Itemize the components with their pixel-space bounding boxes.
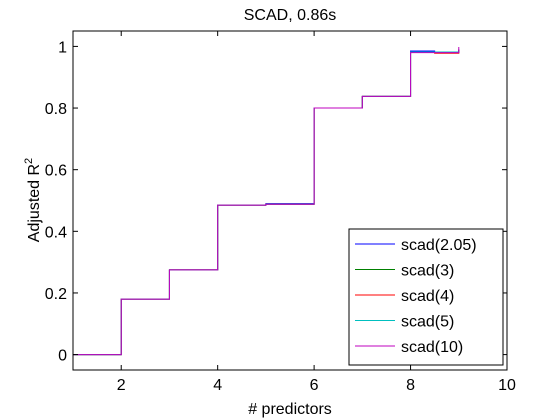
y-tick-label: 0.8 bbox=[45, 101, 67, 118]
x-tick-label: 2 bbox=[117, 377, 126, 394]
legend-label: scad(3) bbox=[401, 263, 454, 280]
y-tick-label: 1 bbox=[58, 39, 67, 56]
y-tick-label: 0.4 bbox=[45, 224, 67, 241]
legend-label: scad(10) bbox=[401, 339, 463, 356]
y-tick-label: 0.6 bbox=[45, 163, 67, 180]
x-tick-label: 6 bbox=[310, 377, 319, 394]
series-line-4 bbox=[73, 47, 460, 356]
x-axis-label: # predictors bbox=[248, 401, 332, 418]
axes-box bbox=[72, 30, 508, 371]
y-axis-label: Adjusted R2 bbox=[23, 158, 43, 242]
x-tick-label: 4 bbox=[213, 377, 222, 394]
y-tick-label: 0 bbox=[58, 348, 67, 365]
legend-label: scad(5) bbox=[401, 314, 454, 331]
series-layer bbox=[73, 47, 460, 356]
y-axis-label-superscript: 2 bbox=[23, 158, 35, 164]
x-tick-label: 10 bbox=[498, 377, 516, 394]
chart-title: SCAD, 0.86s bbox=[244, 7, 336, 24]
legend-label: scad(2.05) bbox=[401, 237, 477, 254]
y-tick-label: 0.2 bbox=[45, 286, 67, 303]
legend: scad(2.05) scad(3) scad(4) scad(5) scad(10) bbox=[348, 228, 504, 366]
legend-box bbox=[348, 228, 504, 366]
x-tick-label: 8 bbox=[406, 377, 415, 394]
y-axis-label-main: Adjusted R bbox=[26, 164, 43, 242]
legend-label: scad(4) bbox=[401, 288, 454, 305]
